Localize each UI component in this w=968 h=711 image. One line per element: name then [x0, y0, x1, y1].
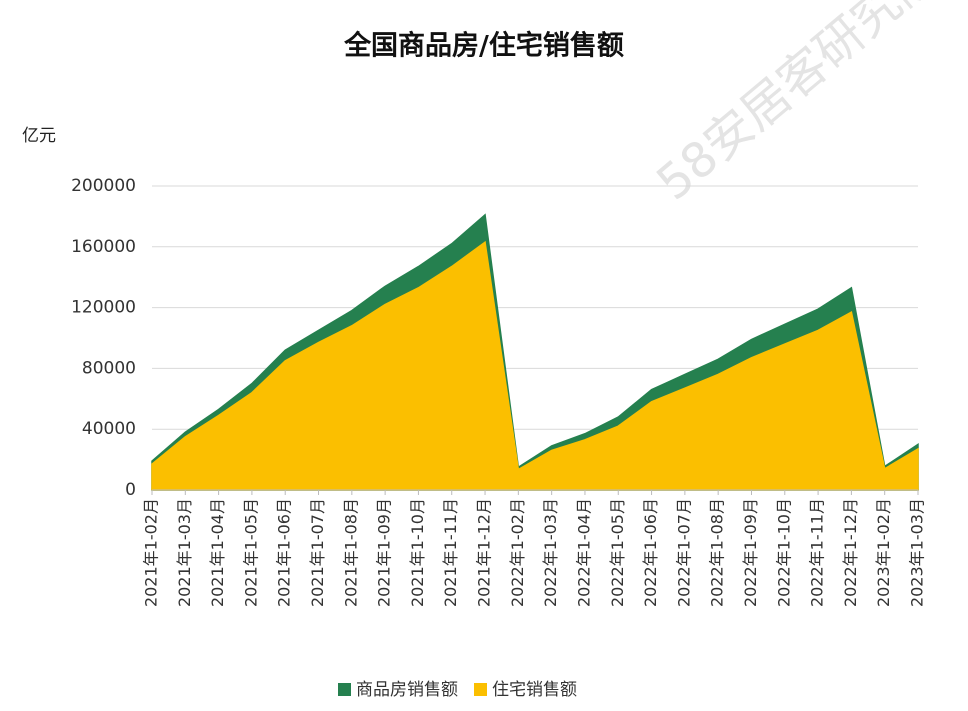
x-tick-label: 2022年1-03月 [541, 498, 560, 607]
y-tick-label: 40000 [82, 419, 136, 439]
x-tick-label: 2022年1-09月 [741, 498, 760, 607]
x-tick-label: 2021年1-12月 [475, 498, 494, 607]
legend-swatch [474, 683, 487, 696]
x-tick-label: 2022年1-08月 [708, 498, 727, 607]
x-tick-label: 2022年1-02月 [508, 498, 527, 607]
x-tick-label: 2023年1-02月 [874, 498, 893, 607]
x-tick-label: 2021年1-06月 [275, 498, 294, 607]
x-tick-label: 2021年1-03月 [175, 498, 194, 607]
x-tick-label: 2022年1-10月 [774, 498, 793, 607]
y-tick-label: 120000 [71, 298, 136, 318]
y-tick-label: 80000 [82, 358, 136, 378]
chart-title: 全国商品房/住宅销售额 [343, 30, 624, 62]
x-tick-label: 2023年1-03月 [908, 498, 927, 607]
y-tick-label: 200000 [71, 176, 136, 196]
x-tick-label: 2021年1-08月 [341, 498, 360, 607]
x-tick-label: 2021年1-05月 [241, 498, 260, 607]
x-tick-label: 2021年1-04月 [208, 498, 227, 607]
y-tick-label: 160000 [71, 237, 136, 257]
legend-label: 住宅销售额 [492, 680, 577, 700]
legend-label: 商品房销售额 [356, 680, 458, 700]
y-tick-label: 0 [125, 480, 136, 500]
x-tick-label: 2022年1-05月 [608, 498, 627, 607]
x-tick-label: 2022年1-04月 [574, 498, 593, 607]
x-tick-label: 2021年1-10月 [408, 498, 427, 607]
area [151, 240, 919, 491]
y-axis-label: 亿元 [22, 126, 56, 146]
x-tick-label: 2022年1-07月 [674, 498, 693, 607]
legend-swatch [338, 683, 351, 696]
x-tick-label: 2021年1-11月 [441, 498, 460, 607]
x-tick-label: 2021年1-09月 [375, 498, 394, 607]
x-tick-label: 2022年1-06月 [641, 498, 660, 607]
x-tick-label: 2022年1-11月 [808, 498, 827, 607]
x-tick-label: 2021年1-02月 [142, 498, 161, 607]
x-tick-label: 2022年1-12月 [841, 498, 860, 607]
watermark: 58安居客研究院 [646, 0, 949, 211]
x-tick-label: 2021年1-07月 [308, 498, 327, 607]
